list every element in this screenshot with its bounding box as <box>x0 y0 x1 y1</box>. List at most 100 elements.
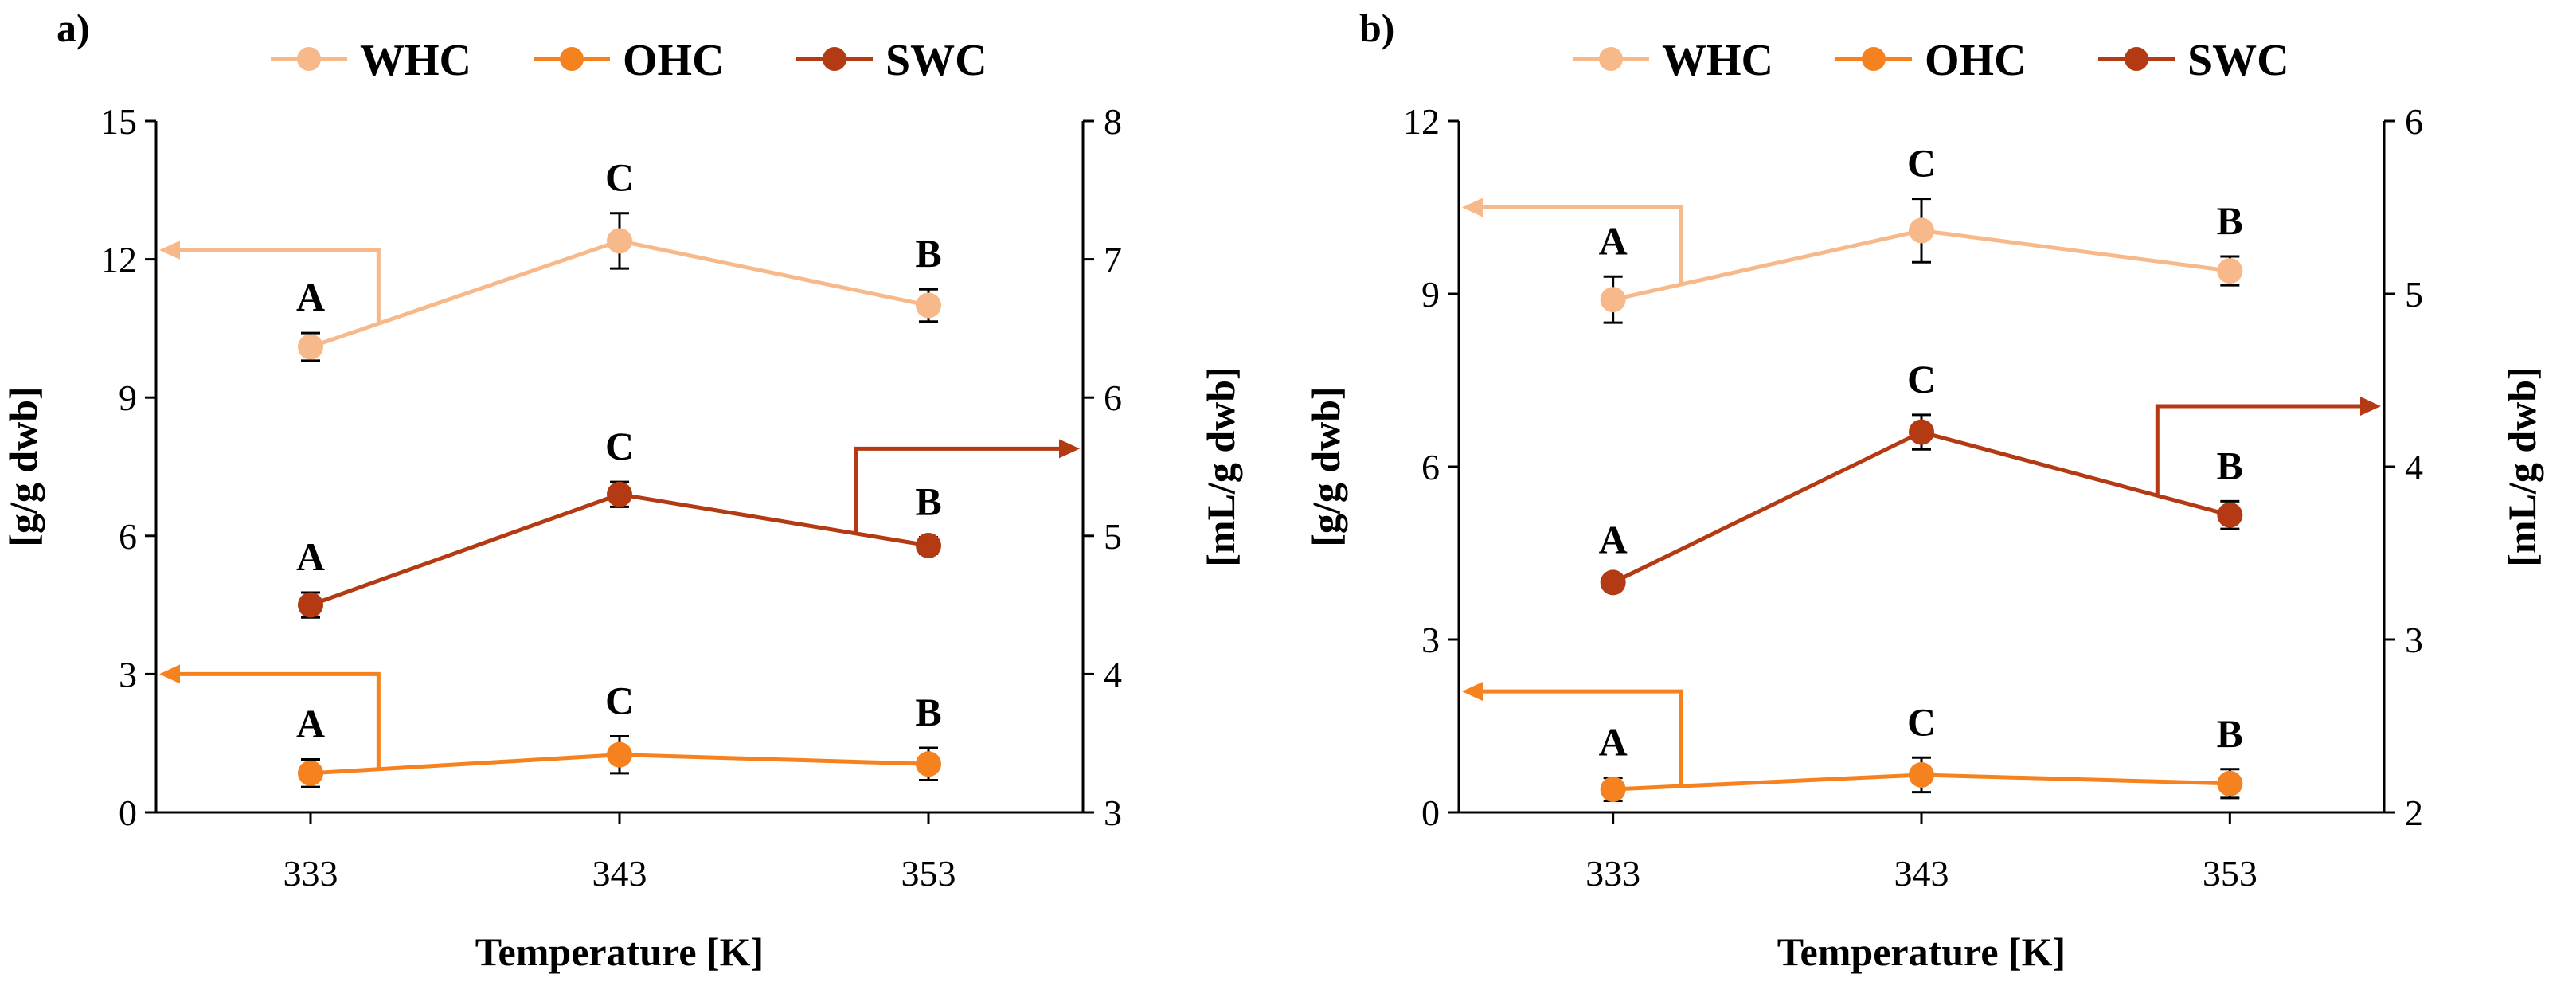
significance-letter-swc: C <box>1907 357 1936 401</box>
data-point-ohc <box>916 751 941 777</box>
y-tick-label-left: 6 <box>1421 447 1440 487</box>
axis-arrowhead-ohc <box>1462 682 1483 702</box>
y-axis-title-left: [g/g dwb] <box>1 386 45 546</box>
legend-label-swc: SWC <box>885 36 987 85</box>
significance-letter-ohc: B <box>915 690 941 734</box>
axis-arrowhead-whc <box>1462 198 1483 217</box>
y-tick-label-left: 9 <box>1421 274 1440 315</box>
data-point-swc <box>1600 569 1626 596</box>
significance-letter-whc: A <box>296 275 325 319</box>
significance-letter-ohc: C <box>605 679 634 723</box>
legend-marker-whc <box>297 47 321 71</box>
axis-arrow-swc <box>2155 404 2363 496</box>
y-tick-label-right: 7 <box>1104 240 1122 280</box>
y-tick-label-right: 3 <box>1104 792 1122 833</box>
y-tick-label-right: 4 <box>1104 654 1122 694</box>
x-tick-label: 343 <box>592 853 647 894</box>
y-tick-label-right: 5 <box>1104 516 1122 557</box>
significance-letter-swc: B <box>915 479 941 524</box>
y-tick-label-left: 9 <box>119 378 137 418</box>
data-point-whc <box>916 292 941 319</box>
data-point-swc <box>1909 419 1934 445</box>
y-axis-title-right: [mL/g dwb] <box>2500 366 2544 566</box>
data-point-ohc <box>298 760 323 786</box>
data-point-whc <box>298 334 323 360</box>
data-point-whc <box>2217 258 2243 284</box>
y-tick-label-left: 15 <box>100 101 137 142</box>
y-tick-label-left: 3 <box>1421 620 1440 660</box>
data-point-swc <box>2217 502 2243 528</box>
y-axis-title-right: [mL/g dwb] <box>1198 366 1243 566</box>
series-line-swc <box>1612 429 2230 585</box>
y-tick-label-right: 8 <box>1104 101 1122 142</box>
legend-marker-swc <box>2125 47 2148 71</box>
y-tick-label-left: 12 <box>1403 101 1440 142</box>
data-point-swc <box>298 592 323 618</box>
panel-label: b) <box>1359 6 1394 50</box>
axis-arrow-ohc <box>1480 689 1683 787</box>
data-point-ohc <box>607 741 632 768</box>
y-tick-label-right: 5 <box>2405 274 2423 315</box>
chart-panel-a: a) WHC OHC SWC 0 3 6 9 12 15 3 4 5 6 7 8 333 343 353 Temper… <box>1 6 1243 974</box>
y-tick-label-right: 6 <box>2405 101 2423 142</box>
axis-arrow-whc <box>1480 205 1683 285</box>
significance-letter-swc: A <box>296 534 325 579</box>
significance-letter-whc: A <box>1599 218 1628 263</box>
legend-label-swc: SWC <box>2187 36 2289 85</box>
data-point-ohc <box>1909 761 1934 788</box>
panel-label: a) <box>57 6 90 50</box>
significance-letter-whc: C <box>605 155 634 200</box>
data-point-whc <box>1600 287 1626 313</box>
axis-arrow-whc <box>177 248 381 324</box>
data-point-whc <box>1909 217 1934 244</box>
chart-panel-b: b) WHC OHC SWC 0 3 6 9 12 2 3 4 5 6 333 343 353 Temperatu… <box>1304 6 2544 974</box>
x-axis-title: Temperature [K] <box>1777 929 2066 974</box>
data-point-swc <box>916 532 941 558</box>
legend-label-ohc: OHC <box>1925 36 2027 85</box>
axis-arrowhead-whc <box>159 241 180 260</box>
legend-label-ohc: OHC <box>623 36 725 85</box>
y-tick-label-right: 2 <box>2405 792 2423 833</box>
axis-arrowhead-ohc <box>159 664 180 684</box>
x-tick-label: 333 <box>1585 853 1640 894</box>
significance-letter-swc: C <box>605 424 634 468</box>
y-tick-label-left: 6 <box>119 516 137 557</box>
significance-letter-ohc: A <box>296 701 325 745</box>
series-line-swc <box>310 492 929 607</box>
x-axis-title: Temperature [K] <box>475 929 764 974</box>
significance-letter-ohc: C <box>1907 699 1936 744</box>
y-tick-label-right: 4 <box>2405 447 2423 487</box>
significance-letter-ohc: A <box>1599 720 1628 765</box>
data-point-ohc <box>1600 777 1626 803</box>
y-tick-label-left: 12 <box>100 240 137 280</box>
y-tick-label-left: 0 <box>1421 792 1440 833</box>
legend-label-whc: WHC <box>1662 36 1773 85</box>
axis-arrow-swc <box>854 446 1062 534</box>
legend-marker-swc <box>823 47 846 71</box>
significance-letter-swc: A <box>1599 518 1628 562</box>
y-tick-label-left: 3 <box>119 654 137 694</box>
y-tick-label-left: 0 <box>119 792 137 833</box>
x-tick-label: 353 <box>901 853 956 894</box>
x-tick-label: 343 <box>1894 853 1949 894</box>
y-tick-label-right: 3 <box>2405 620 2423 660</box>
data-point-swc <box>607 481 632 507</box>
legend-marker-ohc <box>1862 47 1886 71</box>
legend-marker-whc <box>1599 47 1623 71</box>
data-point-ohc <box>2217 770 2243 796</box>
x-tick-label: 333 <box>283 853 338 894</box>
y-tick-label-right: 6 <box>1104 378 1122 418</box>
significance-letter-ohc: B <box>2217 711 2243 756</box>
significance-letter-whc: C <box>1907 141 1936 186</box>
legend-label-whc: WHC <box>360 36 471 85</box>
significance-letter-whc: B <box>915 231 941 276</box>
y-axis-title-left: [g/g dwb] <box>1304 386 1348 546</box>
axis-arrow-ohc <box>177 671 381 769</box>
significance-letter-swc: B <box>2217 443 2243 487</box>
x-tick-label: 353 <box>2203 853 2257 894</box>
axis-arrowhead-swc <box>1059 439 1080 459</box>
axis-arrowhead-swc <box>2360 397 2381 417</box>
legend-marker-ohc <box>560 47 584 71</box>
significance-letter-whc: B <box>2217 198 2243 243</box>
